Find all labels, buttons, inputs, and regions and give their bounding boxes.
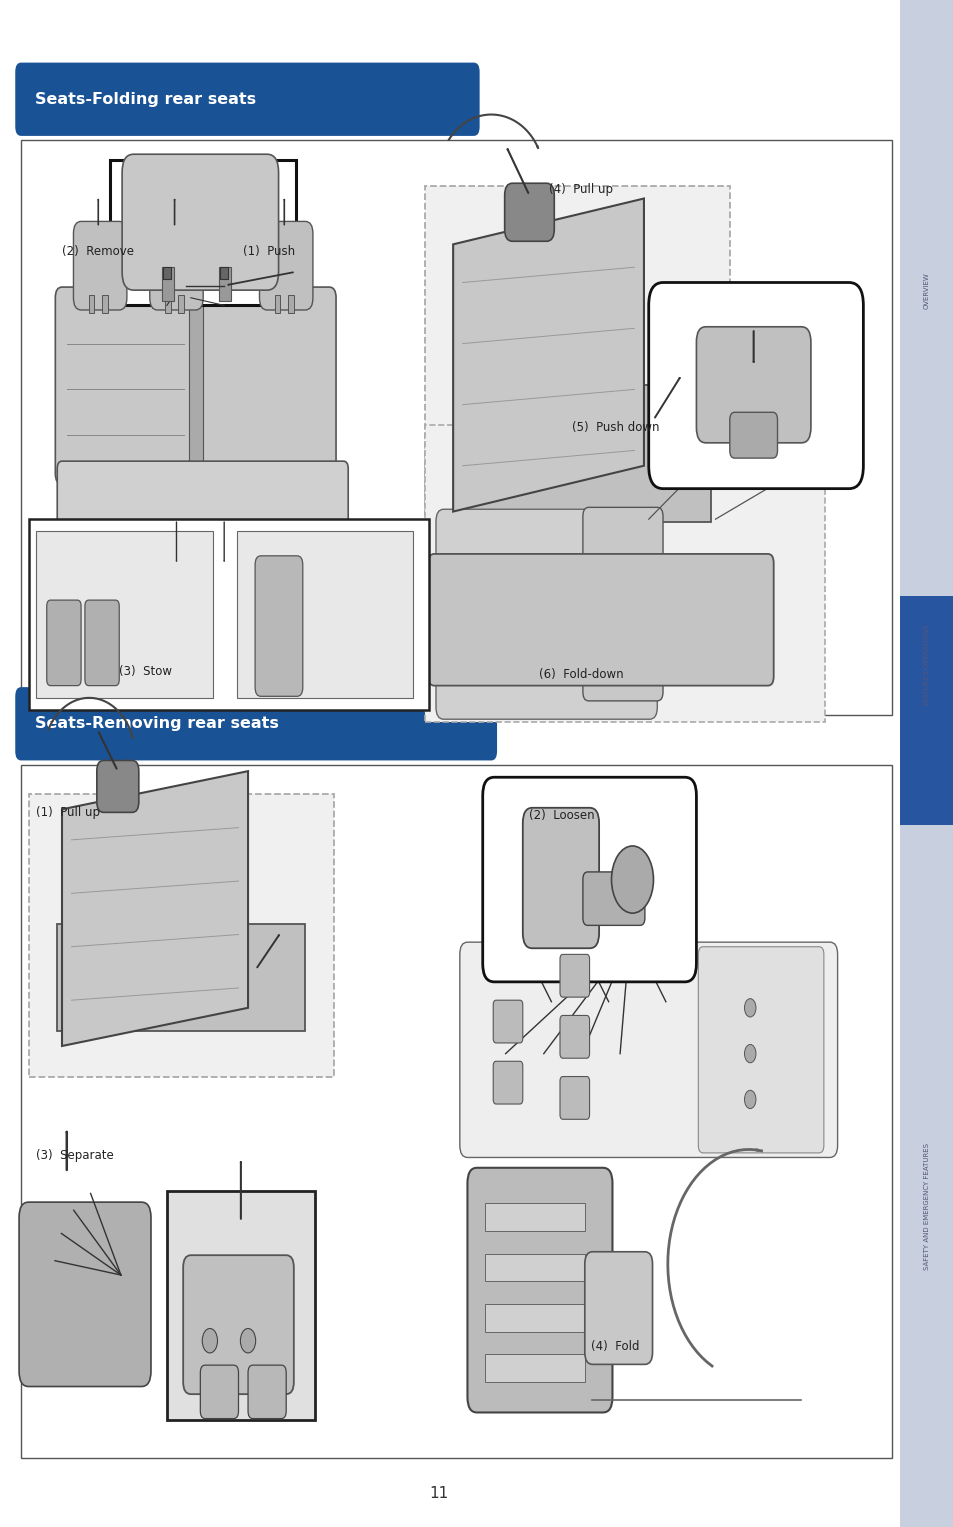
Text: Seats-Removing rear seats: Seats-Removing rear seats (35, 716, 279, 731)
Text: (4)  Fold: (4) Fold (591, 1341, 639, 1353)
Bar (102, 295, 108, 313)
FancyBboxPatch shape (436, 508, 657, 719)
Bar (110, 160, 295, 305)
Text: Seats-Folding rear seats: Seats-Folding rear seats (35, 92, 256, 107)
FancyBboxPatch shape (559, 1077, 589, 1119)
FancyBboxPatch shape (467, 1168, 612, 1412)
FancyBboxPatch shape (493, 1061, 522, 1104)
FancyBboxPatch shape (183, 1255, 294, 1394)
Circle shape (240, 1328, 255, 1353)
Bar (162, 267, 173, 301)
FancyBboxPatch shape (150, 221, 203, 310)
FancyBboxPatch shape (584, 1252, 652, 1365)
FancyBboxPatch shape (57, 461, 348, 565)
FancyBboxPatch shape (522, 808, 598, 948)
Bar (36, 531, 213, 698)
Bar (899, 596, 953, 825)
Bar (484, 1254, 584, 1281)
Bar (424, 425, 824, 722)
FancyBboxPatch shape (582, 872, 644, 925)
Circle shape (743, 1090, 755, 1109)
Text: (2)  Remove: (2) Remove (62, 246, 133, 258)
Text: (3)  Stow: (3) Stow (119, 666, 172, 678)
Bar (220, 267, 228, 279)
Circle shape (743, 1044, 755, 1063)
FancyBboxPatch shape (698, 947, 823, 1153)
FancyBboxPatch shape (428, 554, 773, 686)
FancyBboxPatch shape (559, 1015, 589, 1058)
FancyBboxPatch shape (196, 287, 335, 484)
FancyBboxPatch shape (459, 942, 837, 1157)
Bar (29, 794, 334, 1077)
Bar (189, 298, 202, 473)
Text: OVERVIEW: OVERVIEW (923, 272, 929, 308)
Text: (1)  Push: (1) Push (243, 246, 295, 258)
FancyBboxPatch shape (696, 327, 810, 443)
Polygon shape (453, 199, 643, 512)
Bar (21, 765, 891, 1458)
FancyBboxPatch shape (559, 954, 589, 997)
Bar (288, 295, 294, 313)
Polygon shape (462, 385, 710, 522)
FancyBboxPatch shape (85, 600, 119, 686)
Bar (165, 295, 171, 313)
Circle shape (611, 846, 653, 913)
Bar (21, 140, 891, 715)
Text: (5)  Push down: (5) Push down (572, 421, 659, 434)
FancyBboxPatch shape (254, 556, 302, 696)
Bar (89, 295, 94, 313)
Bar (178, 295, 184, 313)
Circle shape (743, 999, 755, 1017)
FancyBboxPatch shape (482, 777, 696, 982)
Polygon shape (62, 771, 248, 1046)
Bar (29, 519, 429, 710)
Polygon shape (57, 924, 305, 1031)
FancyBboxPatch shape (729, 412, 777, 458)
FancyBboxPatch shape (73, 221, 127, 310)
FancyBboxPatch shape (493, 1000, 522, 1043)
FancyBboxPatch shape (19, 1202, 151, 1387)
FancyBboxPatch shape (97, 760, 139, 812)
Bar (484, 1354, 584, 1382)
Text: (2)  Loosen: (2) Loosen (529, 809, 595, 822)
FancyBboxPatch shape (200, 1365, 238, 1419)
FancyBboxPatch shape (15, 687, 497, 760)
Circle shape (202, 1328, 217, 1353)
Bar (219, 267, 231, 301)
Text: (6)  Fold-down: (6) Fold-down (538, 669, 623, 681)
Text: FEATURES/OPERATIONS: FEATURES/OPERATIONS (923, 623, 929, 705)
Text: (3)  Separate: (3) Separate (36, 1150, 113, 1162)
FancyBboxPatch shape (582, 507, 662, 701)
Text: 11: 11 (429, 1486, 448, 1501)
Bar (274, 295, 280, 313)
FancyBboxPatch shape (248, 1365, 286, 1419)
FancyBboxPatch shape (122, 154, 278, 290)
Text: (4)  Pull up: (4) Pull up (548, 183, 612, 195)
FancyBboxPatch shape (15, 63, 479, 136)
FancyBboxPatch shape (55, 287, 195, 484)
FancyBboxPatch shape (648, 282, 862, 489)
Bar (484, 1203, 584, 1231)
FancyBboxPatch shape (47, 600, 81, 686)
Text: (1)  Pull up: (1) Pull up (36, 806, 100, 818)
Bar (167, 1191, 314, 1420)
Text: SAFETY AND EMERGENCY FEATURES: SAFETY AND EMERGENCY FEATURES (923, 1142, 929, 1270)
FancyBboxPatch shape (504, 183, 554, 241)
FancyBboxPatch shape (259, 221, 313, 310)
Bar (163, 267, 171, 279)
Bar (424, 186, 729, 583)
Bar (484, 1304, 584, 1332)
Bar (236, 531, 413, 698)
FancyBboxPatch shape (85, 541, 320, 658)
Bar (899, 0, 953, 1527)
